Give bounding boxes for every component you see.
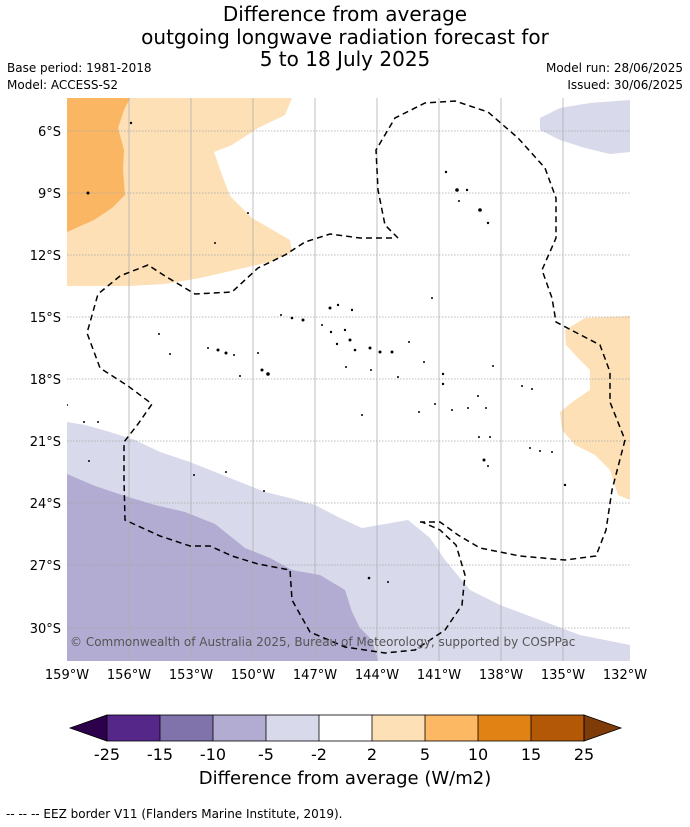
colorbar-tick: -10 [200, 745, 226, 764]
colorbar-segment [531, 715, 584, 741]
issued-date: Issued: 30/06/2025 [567, 78, 683, 92]
lon-tick: 153°W [169, 668, 213, 683]
lat-tick: 18°S [30, 373, 61, 388]
colorbar-segment [319, 715, 372, 741]
title-line-1: Difference from average [222, 2, 468, 26]
colorbar: -25 -15 -10 -5 -2 2 5 10 15 25 [68, 714, 623, 764]
lat-tick: 24°S [30, 497, 61, 512]
colorbar-tick: -25 [94, 745, 120, 764]
olr-anomaly-neg-2-5-northeast [540, 100, 630, 154]
lon-tick: 150°W [231, 668, 275, 683]
colorbar-tick: 5 [420, 745, 430, 764]
olr-anomaly-pos-5-10-northwest [67, 98, 130, 232]
eez-border-west [86, 233, 466, 654]
title-line-2: outgoing longwave radiation forecast for [141, 25, 549, 49]
lon-tick: 144°W [355, 668, 399, 683]
eez-legend-note: -- -- -- EEZ border V11 (Flanders Marine… [6, 807, 343, 821]
map-meridians [128, 98, 564, 661]
lat-tick: 30°S [30, 622, 61, 637]
lon-tick: 159°W [45, 668, 89, 683]
colorbar-extend-low [68, 714, 108, 742]
lat-tick: 21°S [30, 435, 61, 450]
colorbar-tick: 25 [574, 745, 594, 764]
lon-tick: 138°W [479, 668, 523, 683]
meta-left: Base period: 1981-2018 Model: ACCESS-S2 [7, 60, 152, 94]
lat-tick: 12°S [30, 249, 61, 264]
islands [67, 121, 567, 583]
lon-tick: 135°W [541, 668, 585, 683]
colorbar-segment [160, 715, 213, 741]
lon-tick-labels: 159°W 156°W 153°W 150°W 147°W 144°W 141°… [45, 668, 647, 683]
colorbar-tick: -2 [311, 745, 327, 764]
olr-anomaly-pos-2-5-northwest [67, 98, 292, 286]
colorbar-label: Difference from average (W/m2) [198, 768, 492, 789]
colorbar-tick: 2 [367, 745, 377, 764]
map-copyright: © Commonwealth of Australia 2025, Bureau… [70, 635, 575, 649]
olr-anomaly-pos-2-5-east [560, 316, 630, 500]
lat-tick-labels: 6°S 9°S 12°S 15°S 18°S 21°S 24°S 27°S 30… [30, 125, 61, 637]
eez-border-main [375, 100, 626, 561]
colorbar-segment [425, 715, 478, 741]
lat-tick: 6°S [38, 125, 61, 140]
lat-tick: 27°S [30, 559, 61, 574]
colorbar-segment [107, 715, 160, 741]
title-line-3: 5 to 18 July 2025 [259, 47, 431, 71]
lon-tick: 147°W [293, 668, 337, 683]
lat-tick: 9°S [38, 187, 61, 202]
colorbar-segment [372, 715, 425, 741]
meta-right: Model run: 28/06/2025 Issued: 30/06/2025 [546, 60, 683, 94]
colorbar-frame [106, 714, 585, 742]
lon-tick: 132°W [603, 668, 647, 683]
colorbar-extend-high [583, 714, 623, 742]
base-period: Base period: 1981-2018 [7, 61, 152, 75]
colorbar-segment [266, 715, 319, 741]
lat-tick: 15°S [30, 311, 61, 326]
colorbar-tick: -5 [258, 745, 274, 764]
colorbar-tick: 15 [521, 745, 541, 764]
colorbar-segment [213, 715, 266, 741]
model-name: Model: ACCESS-S2 [7, 78, 119, 92]
colorbar-segment [478, 715, 531, 741]
lon-tick: 141°W [417, 668, 461, 683]
colorbar-tick: 10 [468, 745, 488, 764]
colorbar-tick: -15 [147, 745, 173, 764]
map-plot-area: © Commonwealth of Australia 2025, Bureau… [67, 98, 630, 661]
map-gridlines [67, 130, 630, 629]
model-run: Model run: 28/06/2025 [545, 61, 683, 75]
lon-tick: 156°W [107, 668, 151, 683]
